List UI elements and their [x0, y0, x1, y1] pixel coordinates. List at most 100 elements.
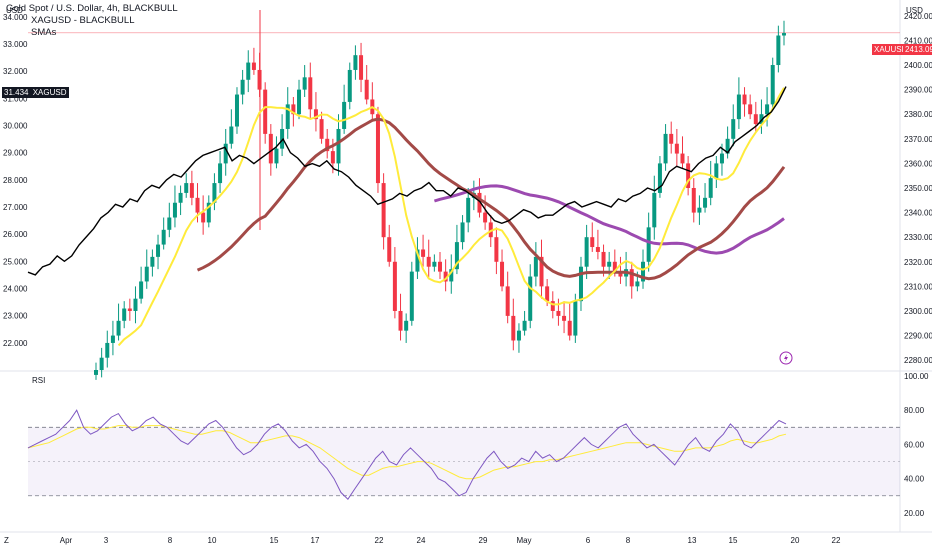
candle-body	[539, 256, 544, 287]
right-axis-tick: 2330.00	[904, 233, 932, 242]
xauusd-price-tag: XAUUSD	[872, 44, 910, 55]
candle-body	[184, 183, 189, 193]
candle-body	[545, 286, 550, 302]
right-axis-tick: 2420.00	[904, 12, 932, 21]
candle-body	[330, 151, 335, 164]
candle-body	[511, 315, 516, 341]
candle-body	[618, 271, 623, 277]
chart-legend: Gold Spot / U.S. Dollar, 4h, BLACKBULL X…	[3, 3, 178, 39]
candle-body	[770, 65, 775, 105]
time-axis-zoom-icon[interactable]: Z	[4, 536, 9, 545]
candle-body	[415, 249, 420, 272]
time-axis[interactable]: Apr 3 8 10 15 17 22 24 29 May 6 8 13 15 20 22 Z	[4, 536, 841, 545]
candle-body	[246, 62, 251, 80]
rsi-axis-tick: 40.00	[904, 475, 925, 484]
left-axis-tick: 33.000	[3, 40, 28, 49]
candle-body	[291, 104, 296, 115]
candle-body	[680, 153, 685, 164]
time-axis-tick: 15	[270, 536, 279, 545]
candle-body	[438, 261, 442, 272]
candle-body	[776, 35, 781, 66]
candle-body	[652, 192, 657, 228]
candle-body	[426, 256, 431, 267]
legend-series2[interactable]: XAGUSD - BLACKBULL	[31, 15, 135, 26]
rsi-axis[interactable]: 100.00 80.00 60.00 40.00 20.00	[904, 372, 929, 518]
candle-body	[144, 266, 149, 282]
candle-body	[313, 109, 318, 120]
left-axis-tick: 22.000	[3, 339, 28, 348]
candle-body	[782, 33, 786, 36]
candle-body	[483, 212, 488, 223]
candle-body	[99, 357, 104, 370]
left-axis-tick: 34.000	[3, 13, 28, 22]
left-axis-tick: 23.000	[3, 312, 28, 321]
candle-body	[612, 261, 617, 272]
candle-body	[691, 188, 696, 213]
time-axis-tick: 13	[688, 536, 697, 545]
left-price-axis[interactable]: 34.000 33.000 32.000 31.000 30.000 29.000 28.0…	[3, 13, 28, 348]
legend-sma[interactable]: SMAs	[31, 27, 57, 38]
candle-body	[449, 269, 454, 282]
time-axis-tick: 20	[791, 536, 800, 545]
candle-body	[590, 237, 595, 248]
time-axis-tick: 29	[479, 536, 488, 545]
candle-body	[646, 227, 651, 262]
xauusd-price-value-tag: 2413.09	[903, 44, 932, 55]
right-axis-tick: 2360.00	[904, 159, 932, 168]
candle-body	[765, 104, 770, 115]
left-axis-tick: 24.000	[3, 285, 28, 294]
candle-body	[494, 237, 499, 262]
rsi-line	[27, 409, 787, 500]
right-axis-tick: 2390.00	[904, 86, 932, 95]
left-axis-tick: 29.000	[3, 149, 28, 158]
rsi-axis-tick: 100.00	[904, 372, 929, 381]
candle-body	[274, 148, 279, 164]
right-axis-tick: 2300.00	[904, 307, 932, 316]
candle-body	[584, 237, 589, 267]
right-price-axis[interactable]: 2420.00 2410.00 2400.00 2390.00 2380.00 2370.…	[904, 12, 932, 365]
time-axis-tick: 17	[311, 536, 320, 545]
gold-candles	[94, 10, 786, 380]
candle-body	[308, 77, 313, 110]
xagusd-line	[27, 86, 787, 276]
candle-body	[364, 79, 369, 100]
candle-body	[719, 153, 724, 164]
left-axis-tick: 30.000	[3, 122, 28, 131]
lightning-icon[interactable]	[779, 351, 793, 365]
rsi-axis-tick: 80.00	[904, 406, 925, 415]
time-axis-tick: Apr	[60, 536, 73, 545]
left-axis-tick: 27.000	[3, 203, 28, 212]
right-axis-tick: 2340.00	[904, 209, 932, 218]
candle-body	[528, 276, 533, 321]
candle-body	[201, 212, 206, 223]
candle-body	[550, 301, 555, 311]
candle-body	[748, 104, 753, 115]
candle-body	[229, 126, 234, 144]
right-axis-tick: 2370.00	[904, 135, 932, 144]
right-axis-tick: 2290.00	[904, 332, 932, 341]
candle-body	[759, 114, 764, 125]
candle-body	[133, 298, 138, 311]
candle-body	[432, 261, 437, 267]
xagusd-price-symbol: XAGUSD	[32, 88, 67, 97]
rsi-ma-line	[27, 425, 787, 480]
candle-body	[421, 249, 426, 257]
candle-body	[94, 370, 98, 375]
legend-title[interactable]: Gold Spot / U.S. Dollar, 4h, BLACKBULL	[6, 3, 178, 14]
candle-body	[268, 133, 273, 164]
time-axis-tick: 24	[417, 536, 426, 545]
candle-body	[697, 207, 702, 213]
candle-body	[139, 281, 144, 299]
candle-body	[703, 197, 708, 208]
candle-body	[657, 163, 662, 193]
candle-body	[105, 342, 110, 358]
xagusd-price-tag: 31.434 XAGUSD	[2, 87, 69, 98]
candle-body	[206, 202, 211, 223]
right-axis-tick: 2350.00	[904, 184, 932, 193]
rsi-label: RSI	[32, 376, 45, 385]
candle-body	[325, 138, 330, 152]
candle-body	[353, 55, 358, 70]
candle-body	[641, 261, 646, 282]
candle-body	[122, 308, 127, 321]
